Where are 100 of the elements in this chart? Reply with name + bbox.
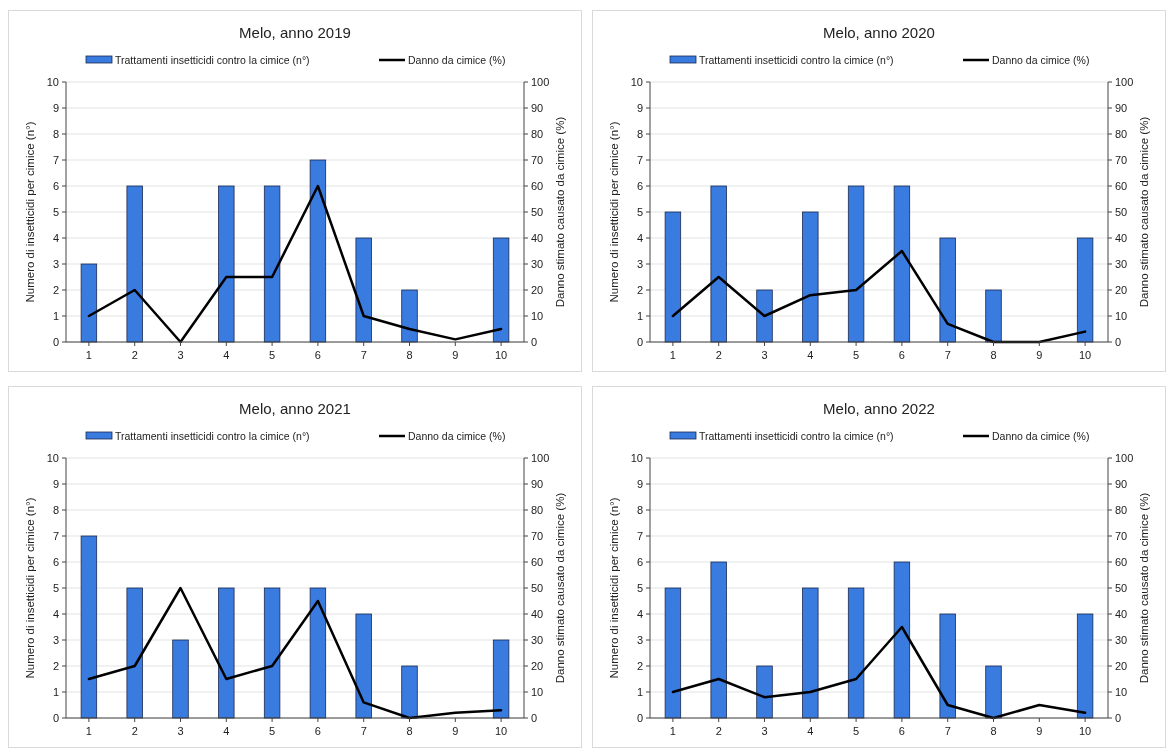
y-tick-label: 2 <box>636 659 643 672</box>
y-tick-label: 4 <box>52 231 59 244</box>
bar <box>939 613 956 719</box>
y2-tick-label: 70 <box>531 529 544 542</box>
bar <box>985 289 1002 343</box>
y-tick-label: 3 <box>52 633 59 646</box>
y2-tick-label: 40 <box>531 231 544 244</box>
y2-tick-label: 0 <box>1115 335 1122 348</box>
x-tick-label: 9 <box>452 725 459 737</box>
y2-tick-label: 0 <box>531 711 538 724</box>
y2-tick-label: 100 <box>531 451 550 464</box>
bar <box>664 587 682 719</box>
y2-tick-label: 60 <box>531 555 544 568</box>
y-tick-label: 5 <box>52 581 59 594</box>
y2-tick-label: 20 <box>1115 283 1128 296</box>
y-tick-label: 4 <box>636 231 643 244</box>
x-tick-label: 5 <box>269 725 276 737</box>
bar <box>1076 613 1094 719</box>
legend-label: Trattamenti insetticidi contro la cimice (n°) <box>115 430 310 442</box>
y-axis-title: Numero di insetticidi per cimice (n°) <box>24 121 36 303</box>
y2-axis-title: Danno stimato causato da cimice (%) <box>1138 116 1150 308</box>
bar <box>756 289 773 343</box>
y-tick-label: 10 <box>630 451 643 464</box>
y-tick-label: 1 <box>636 685 643 698</box>
x-tick-label: 10 <box>494 725 508 737</box>
y2-tick-label: 100 <box>531 75 550 88</box>
y2-tick-label: 10 <box>1115 685 1128 698</box>
y2-tick-label: 20 <box>1115 659 1128 672</box>
y-tick-label: 2 <box>52 659 59 672</box>
x-tick-label: 7 <box>944 725 951 737</box>
y-tick-label: 9 <box>636 477 643 490</box>
x-tick-label: 4 <box>223 725 230 737</box>
y-tick-label: 9 <box>52 477 59 490</box>
x-tick-label: 8 <box>406 349 413 361</box>
x-tick-label: 1 <box>669 349 676 361</box>
bar <box>263 587 281 719</box>
y2-tick-label: 10 <box>531 309 544 322</box>
x-tick-label: 6 <box>898 349 905 361</box>
legend-label: Danno da cimice (%) <box>408 54 506 66</box>
y-tick-label: 8 <box>52 503 59 516</box>
y-tick-label: 0 <box>636 711 643 724</box>
x-tick-label: 3 <box>177 349 184 361</box>
y2-tick-label: 10 <box>531 685 544 698</box>
x-tick-label: 3 <box>177 725 184 737</box>
bar <box>847 185 865 343</box>
bar <box>172 639 189 719</box>
y2-tick-label: 60 <box>531 179 544 192</box>
y-tick-label: 6 <box>52 555 59 568</box>
y-axis-title: Numero di insetticidi per cimice (n°) <box>608 497 620 679</box>
y-tick-label: 0 <box>52 711 59 724</box>
y-tick-label: 10 <box>46 75 59 88</box>
x-tick-label: 10 <box>1078 349 1092 361</box>
x-tick-label: 9 <box>1036 349 1043 361</box>
y2-tick-label: 30 <box>531 257 544 270</box>
bar <box>355 237 372 343</box>
y-tick-label: 0 <box>636 335 643 348</box>
chart-title: Melo, anno 2020 <box>823 24 935 41</box>
bar <box>80 535 98 719</box>
bar <box>710 185 727 343</box>
y2-axis-title: Danno stimato causato da cimice (%) <box>554 116 566 308</box>
y2-axis-title: Danno stimato causato da cimice (%) <box>1138 492 1150 684</box>
x-tick-label: 10 <box>1078 725 1092 737</box>
bar <box>401 289 418 343</box>
bar <box>355 613 372 719</box>
x-tick-label: 7 <box>360 725 367 737</box>
y-tick-label: 7 <box>52 529 59 542</box>
bar <box>847 587 865 719</box>
bar <box>309 587 327 719</box>
legend-label: Danno da cimice (%) <box>992 54 1090 66</box>
x-tick-label: 1 <box>669 725 676 737</box>
bar <box>401 665 418 719</box>
y2-tick-label: 60 <box>1115 179 1128 192</box>
y-tick-label: 6 <box>636 179 643 192</box>
y-tick-label: 8 <box>636 127 643 140</box>
x-tick-label: 9 <box>1036 725 1043 737</box>
y2-tick-label: 50 <box>1115 581 1128 594</box>
y2-tick-label: 70 <box>531 153 544 166</box>
y-tick-label: 3 <box>52 257 59 270</box>
y2-tick-label: 90 <box>531 477 544 490</box>
bar <box>802 587 819 719</box>
y2-tick-label: 90 <box>1115 477 1128 490</box>
y2-tick-label: 90 <box>1115 101 1128 114</box>
y2-tick-label: 70 <box>1115 529 1128 542</box>
x-tick-label: 1 <box>85 349 92 361</box>
y2-tick-label: 80 <box>531 503 544 516</box>
y2-axis-title: Danno stimato causato da cimice (%) <box>554 492 566 684</box>
bar <box>939 237 956 343</box>
y2-tick-label: 30 <box>1115 633 1128 646</box>
bar <box>893 561 911 719</box>
bar <box>710 561 727 719</box>
y2-tick-label: 40 <box>1115 231 1128 244</box>
y-tick-label: 2 <box>636 283 643 296</box>
bar <box>218 185 235 343</box>
y2-tick-label: 50 <box>531 581 544 594</box>
x-tick-label: 10 <box>494 349 508 361</box>
bar <box>893 185 911 343</box>
x-tick-label: 6 <box>898 725 905 737</box>
legend-label: Trattamenti insetticidi contro la cimice (n°) <box>699 54 894 66</box>
x-tick-label: 8 <box>990 725 997 737</box>
x-tick-label: 5 <box>269 349 276 361</box>
